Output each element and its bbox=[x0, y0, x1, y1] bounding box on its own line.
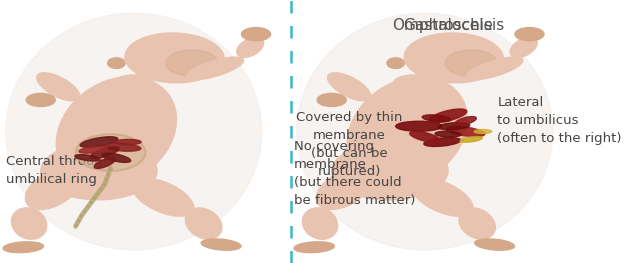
Circle shape bbox=[26, 93, 55, 107]
Ellipse shape bbox=[79, 147, 107, 153]
Text: No covering
membrane
(but there could
be fibrous matter): No covering membrane (but there could be… bbox=[294, 140, 415, 207]
Circle shape bbox=[515, 28, 544, 41]
Ellipse shape bbox=[41, 142, 157, 200]
Ellipse shape bbox=[25, 169, 79, 209]
Ellipse shape bbox=[75, 155, 100, 161]
Ellipse shape bbox=[297, 13, 552, 250]
Circle shape bbox=[241, 28, 271, 41]
Ellipse shape bbox=[125, 33, 224, 83]
Ellipse shape bbox=[91, 147, 119, 158]
Text: Lateral
to umbilicus
(often to the right): Lateral to umbilicus (often to the right… bbox=[497, 97, 622, 145]
Ellipse shape bbox=[422, 115, 451, 122]
Ellipse shape bbox=[475, 239, 514, 250]
Ellipse shape bbox=[424, 138, 460, 146]
Ellipse shape bbox=[294, 242, 335, 253]
Ellipse shape bbox=[11, 208, 47, 239]
Ellipse shape bbox=[302, 208, 338, 239]
Ellipse shape bbox=[104, 143, 141, 151]
Text: Gastroschisis: Gastroschisis bbox=[403, 18, 504, 33]
Ellipse shape bbox=[108, 58, 125, 68]
Ellipse shape bbox=[446, 127, 485, 136]
Ellipse shape bbox=[37, 73, 80, 101]
Ellipse shape bbox=[396, 121, 442, 131]
Ellipse shape bbox=[185, 208, 222, 239]
Ellipse shape bbox=[347, 77, 467, 186]
Ellipse shape bbox=[132, 178, 194, 216]
Ellipse shape bbox=[328, 73, 371, 101]
Ellipse shape bbox=[80, 137, 117, 147]
Ellipse shape bbox=[429, 109, 467, 123]
Ellipse shape bbox=[331, 142, 448, 200]
Ellipse shape bbox=[455, 117, 476, 125]
Ellipse shape bbox=[114, 75, 154, 93]
Ellipse shape bbox=[459, 208, 495, 239]
Ellipse shape bbox=[94, 158, 116, 168]
Ellipse shape bbox=[237, 37, 264, 57]
Ellipse shape bbox=[6, 13, 262, 250]
Ellipse shape bbox=[410, 131, 440, 142]
Ellipse shape bbox=[411, 178, 473, 216]
Ellipse shape bbox=[510, 37, 537, 57]
Ellipse shape bbox=[435, 131, 461, 137]
Ellipse shape bbox=[460, 136, 483, 142]
Ellipse shape bbox=[76, 134, 145, 171]
Ellipse shape bbox=[102, 153, 131, 163]
Ellipse shape bbox=[445, 50, 497, 76]
Ellipse shape bbox=[115, 139, 141, 145]
Ellipse shape bbox=[438, 123, 470, 130]
Text: Omphalocele: Omphalocele bbox=[392, 18, 493, 33]
Circle shape bbox=[317, 93, 346, 107]
Ellipse shape bbox=[316, 169, 370, 209]
Ellipse shape bbox=[474, 130, 491, 134]
Ellipse shape bbox=[393, 75, 434, 93]
Ellipse shape bbox=[187, 57, 244, 80]
Ellipse shape bbox=[57, 77, 177, 186]
Ellipse shape bbox=[404, 33, 504, 83]
Ellipse shape bbox=[466, 57, 523, 80]
Ellipse shape bbox=[3, 242, 43, 253]
Ellipse shape bbox=[387, 58, 404, 68]
Ellipse shape bbox=[166, 50, 218, 76]
Text: Covered by thin
membrane
(but can be
ruptured): Covered by thin membrane (but can be rup… bbox=[296, 111, 403, 178]
Ellipse shape bbox=[201, 239, 241, 250]
Text: Central through
umbilical ring: Central through umbilical ring bbox=[6, 155, 111, 186]
